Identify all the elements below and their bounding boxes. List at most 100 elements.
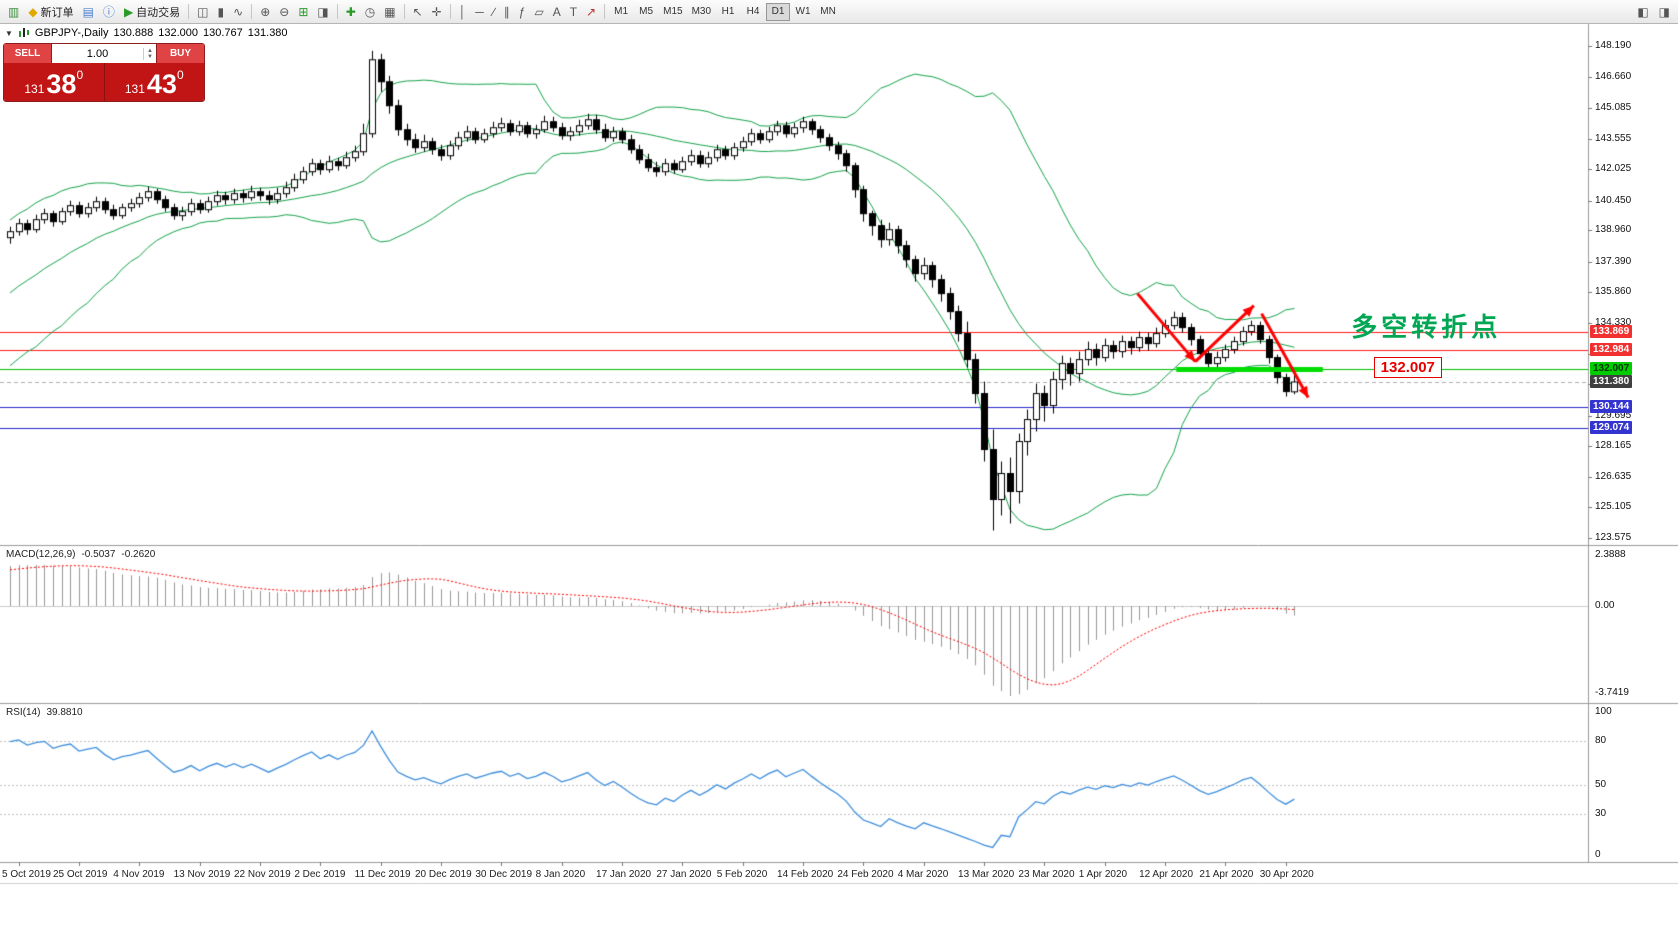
toolbar-separator (604, 4, 606, 19)
indicators-button[interactable]: ✚ (342, 2, 360, 22)
chart-header: ▼ GBPJPY-,Daily 130.888 132.000 130.767 … (5, 27, 288, 39)
buy-price-prefix: 131 (124, 82, 145, 96)
fibonacci-button[interactable]: ƒ (515, 2, 530, 22)
sell-price-sup: 0 (76, 68, 84, 82)
indicators-icon: ✚ (345, 4, 356, 19)
chart-icon (18, 28, 29, 37)
vertical-line-icon: │ (458, 4, 467, 19)
timeframe-d1-button[interactable]: D1 (766, 2, 791, 21)
timeframe-m5-button[interactable]: M5 (634, 3, 658, 21)
timeframe-m30-button[interactable]: M30 (688, 3, 715, 21)
lot-size-field[interactable]: 1.00 ▲ ▼ (51, 44, 157, 63)
new-chart-icon: ▥ (8, 4, 20, 19)
autotrading-button[interactable]: ▶ 自动交易 (120, 2, 184, 22)
buy-price-big: 43 (146, 69, 177, 99)
one-click-trading-panel: SELL 1.00 ▲ ▼ BUY 131 38 0 131 43 0 (3, 43, 205, 102)
cursor-button[interactable]: ↖ (409, 2, 427, 22)
bar-chart-mode-button[interactable]: ◫ (193, 2, 212, 22)
data-window-button[interactable]: ⓘ (99, 2, 119, 22)
one-click-collapse-icon[interactable]: ▼ (5, 28, 13, 38)
lot-size-value[interactable]: 1.00 (86, 47, 109, 60)
new-chart-button[interactable]: ▥ (4, 2, 23, 22)
window-list-button[interactable]: ◨ (1655, 2, 1674, 22)
vertical-line-button[interactable]: │ (455, 2, 471, 22)
sell-price-button[interactable]: 131 38 0 (4, 63, 105, 101)
timeframe-h1-button[interactable]: H1 (716, 3, 740, 21)
label-button[interactable]: T (566, 2, 581, 22)
lot-increase-button[interactable]: ▲ (147, 47, 153, 54)
autotrading-icon: ▶ (123, 4, 134, 19)
shapes-icon: ▱ (534, 4, 544, 19)
toolbar-separator (403, 4, 405, 19)
zoom-out-button[interactable]: ⊖ (275, 2, 293, 22)
arrows-button[interactable]: ↗ (582, 2, 600, 22)
chart-shift-button[interactable]: ◨ (313, 2, 332, 22)
line-chart-mode-icon: ∿ (233, 4, 244, 19)
buy-button[interactable]: BUY (157, 44, 204, 63)
text-icon: A (552, 4, 561, 19)
fibonacci-icon: ƒ (518, 4, 526, 19)
chart-shift-icon: ◨ (317, 4, 329, 19)
new-order-icon: ◆ (28, 4, 38, 19)
ohlc-high: 132.000 (158, 27, 199, 39)
crosshair-icon: ✛ (431, 4, 442, 19)
ohlc-close: 131.380 (247, 27, 288, 39)
rsi-name: RSI(14) (6, 707, 41, 718)
cursor-icon: ↖ (412, 4, 423, 19)
macd-value-main: -0.5037 (81, 549, 116, 560)
text-button[interactable]: A (549, 2, 565, 22)
periods-button[interactable]: ◷ (361, 2, 379, 22)
ohlc-low: 130.767 (203, 27, 243, 39)
timeframe-h4-button[interactable]: H4 (741, 3, 765, 21)
candlestick-mode-icon: ▮ (217, 4, 225, 19)
toolbar-separator (251, 4, 253, 19)
auto-scroll-button[interactable]: ⊞ (294, 2, 312, 22)
shapes-button[interactable]: ▱ (530, 2, 547, 22)
trendline-button[interactable]: ∕ (489, 2, 499, 22)
search-button[interactable]: ◧ (1633, 2, 1652, 22)
sell-price-prefix: 131 (24, 82, 45, 96)
lot-decrease-button[interactable]: ▼ (147, 53, 153, 60)
line-chart-mode-button[interactable]: ∿ (229, 2, 247, 22)
sell-price-big: 38 (46, 69, 77, 99)
zoom-out-icon: ⊖ (279, 4, 290, 19)
new-order-button[interactable]: ◆ 新订单 (24, 2, 77, 22)
crosshair-button[interactable]: ✛ (428, 2, 446, 22)
toolbar-right-group: ◧ ◨ (1633, 2, 1674, 22)
symbol-period-label: GBPJPY-,Daily (34, 27, 109, 39)
timeframe-m15-button[interactable]: M15 (659, 3, 686, 21)
templates-icon: ▦ (384, 4, 396, 19)
rsi-value: 39.8810 (46, 707, 83, 718)
timeframe-mn-button[interactable]: MN (816, 3, 840, 21)
auto-scroll-icon: ⊞ (298, 4, 309, 19)
horizontal-line-button[interactable]: ─ (471, 2, 488, 22)
buy-price-button[interactable]: 131 43 0 (105, 63, 205, 101)
buy-price-sup: 0 (176, 68, 184, 82)
macd-value-signal: -0.2620 (121, 549, 156, 560)
arrows-icon: ↗ (586, 4, 597, 19)
zoom-in-button[interactable]: ⊕ (256, 2, 274, 22)
toolbar-separator (188, 4, 190, 19)
search-icon: ◧ (1637, 4, 1649, 19)
toolbar-separator (449, 4, 451, 19)
label-icon: T (569, 4, 578, 19)
toolbar-separator (336, 4, 338, 19)
bar-chart-mode-icon: ◫ (197, 4, 209, 19)
macd-indicator-label: MACD(12,26,9) -0.5037 -0.2620 (6, 549, 161, 560)
templates-button[interactable]: ▦ (380, 2, 399, 22)
trendline-icon: ∕ (492, 4, 495, 19)
macd-name: MACD(12,26,9) (6, 549, 76, 560)
profiles-button[interactable]: ▤ (79, 2, 98, 22)
sell-button[interactable]: SELL (4, 44, 51, 63)
timeframe-w1-button[interactable]: W1 (791, 3, 815, 21)
data-window-icon: ⓘ (102, 4, 115, 19)
zoom-in-icon: ⊕ (260, 4, 271, 19)
channel-button[interactable]: ∥ (500, 2, 514, 22)
rsi-indicator-label: RSI(14) 39.8810 (6, 707, 89, 718)
timeframe-m1-button[interactable]: M1 (609, 3, 633, 21)
window-list-icon: ◨ (1658, 4, 1670, 19)
candlestick-mode-button[interactable]: ▮ (214, 2, 229, 22)
horizontal-line-icon: ─ (475, 4, 484, 19)
